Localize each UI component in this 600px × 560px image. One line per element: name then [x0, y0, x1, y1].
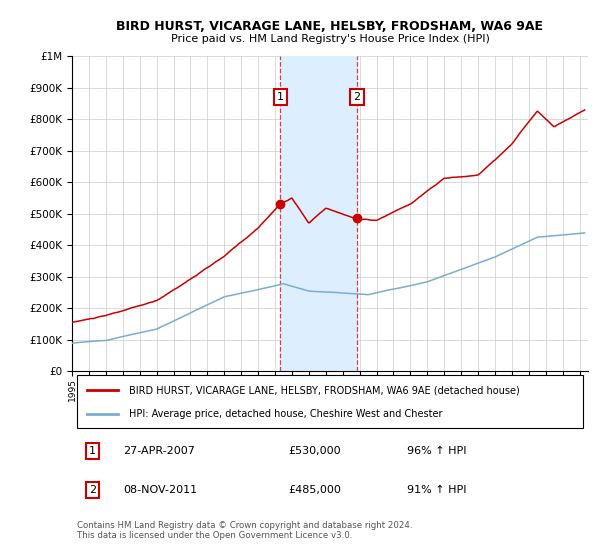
- Text: Contains HM Land Registry data © Crown copyright and database right 2024.
This d: Contains HM Land Registry data © Crown c…: [77, 521, 413, 540]
- Text: HPI: Average price, detached house, Cheshire West and Chester: HPI: Average price, detached house, Ches…: [129, 409, 442, 419]
- Text: 91% ↑ HPI: 91% ↑ HPI: [407, 486, 467, 495]
- Text: £485,000: £485,000: [289, 486, 341, 495]
- Text: 96% ↑ HPI: 96% ↑ HPI: [407, 446, 467, 456]
- Bar: [77, 375, 583, 428]
- Text: £530,000: £530,000: [289, 446, 341, 456]
- Text: Price paid vs. HM Land Registry's House Price Index (HPI): Price paid vs. HM Land Registry's House …: [170, 34, 490, 44]
- Text: 27-APR-2007: 27-APR-2007: [124, 446, 196, 456]
- Text: 08-NOV-2011: 08-NOV-2011: [124, 486, 198, 495]
- Text: 2: 2: [353, 92, 361, 102]
- Text: 1: 1: [277, 92, 284, 102]
- Text: BIRD HURST, VICARAGE LANE, HELSBY, FRODSHAM, WA6 9AE: BIRD HURST, VICARAGE LANE, HELSBY, FRODS…: [116, 20, 544, 32]
- Bar: [280, 56, 357, 371]
- Text: 2: 2: [89, 486, 96, 495]
- Text: BIRD HURST, VICARAGE LANE, HELSBY, FRODSHAM, WA6 9AE (detached house): BIRD HURST, VICARAGE LANE, HELSBY, FRODS…: [129, 385, 520, 395]
- Text: 1: 1: [89, 446, 96, 456]
